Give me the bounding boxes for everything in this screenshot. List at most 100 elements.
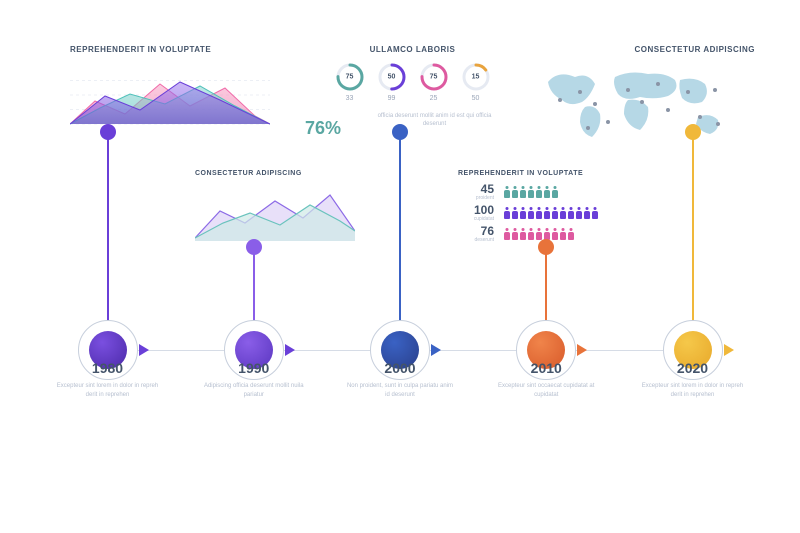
person-icon — [552, 228, 558, 240]
world-map — [540, 62, 730, 147]
person-icon — [512, 207, 518, 219]
people-stat-row: 45 proident — [458, 183, 658, 201]
donut-item: 75 25 — [419, 62, 449, 102]
donuts-block: ULLAMCO LABORIS 75 33 5 — [305, 45, 520, 147]
poly-chart — [195, 183, 355, 243]
person-icon — [584, 207, 590, 219]
timeline-stem — [545, 247, 547, 322]
person-icon — [568, 207, 574, 219]
timeline-year: 2000 — [384, 360, 415, 376]
timeline-stem — [253, 247, 255, 322]
donut-subvalue: 99 — [377, 95, 407, 102]
person-icon — [504, 207, 510, 219]
people-stat-value: 76 — [458, 225, 494, 237]
timeline-arrow-icon — [577, 344, 587, 356]
person-icon — [520, 228, 526, 240]
people-stats-title: REPREHENDERIT IN VOLUPTATE — [458, 170, 658, 177]
person-icon — [504, 186, 510, 198]
timeline-desc: Adipiscing officia deserunt mollit nuila… — [199, 382, 309, 400]
donut-icon: 50 — [377, 62, 407, 92]
person-icon — [528, 186, 534, 198]
person-icon — [536, 228, 542, 240]
person-icon — [536, 186, 542, 198]
people-icons — [504, 228, 574, 240]
timeline-stem — [399, 132, 401, 322]
person-icon — [520, 207, 526, 219]
donut-value: 50 — [388, 74, 396, 81]
timeline-arrow-icon — [431, 344, 441, 356]
big-percentage: 76% — [305, 118, 341, 139]
timeline-stem-dot-icon — [246, 239, 262, 255]
timeline-node-2000: 2000 Non proident, sunt in culpa pariatu… — [370, 320, 430, 380]
people-stat-row: 100 cupidatat — [458, 204, 658, 222]
people-stat-value: 45 — [458, 183, 494, 195]
header-row: REPREHENDERIT IN VOLUPTATE ULLAMCO LABOR… — [70, 45, 755, 147]
poly-chart-block: CONSECTETUR ADIPISCING — [195, 170, 365, 243]
donut-icon: 75 — [419, 62, 449, 92]
timeline-stem-dot-icon — [100, 124, 116, 140]
people-stat-label: proident — [458, 195, 494, 201]
timeline-year: 1980 — [92, 360, 123, 376]
person-icon — [552, 207, 558, 219]
donut-item: 15 50 — [461, 62, 491, 102]
people-icons — [504, 207, 598, 219]
timeline-node-2020: 2020 Excepteur sint lorem in dolor in re… — [663, 320, 723, 380]
donut-row: 75 33 50 99 — [305, 62, 520, 102]
person-icon — [528, 207, 534, 219]
area-chart — [70, 62, 270, 130]
people-stats-block: REPREHENDERIT IN VOLUPTATE 45 proident 1… — [458, 170, 658, 246]
timeline-stem — [107, 132, 109, 322]
people-icons — [504, 186, 558, 198]
people-stat-row: 76 deserunt — [458, 225, 658, 243]
person-icon — [552, 186, 558, 198]
timeline-year: 2010 — [531, 360, 562, 376]
person-icon — [528, 228, 534, 240]
timeline-node-1980: 1980 Excepteur sint lorem in dolor in re… — [78, 320, 138, 380]
timeline-desc: Non proident, sunt in culpa pariatu anim… — [345, 382, 455, 400]
donut-item: 75 33 — [335, 62, 365, 102]
timeline-arrow-icon — [139, 344, 149, 356]
map-block: CONSECTETUR ADIPISCING — [540, 45, 755, 147]
donut-value: 75 — [346, 74, 354, 81]
timeline-arrow-icon — [724, 344, 734, 356]
person-icon — [536, 207, 542, 219]
donut-subvalue: 33 — [335, 95, 365, 102]
person-icon — [512, 186, 518, 198]
people-stat-label: deserunt — [458, 237, 494, 243]
timeline-stem — [692, 132, 694, 322]
big-percentage-sub: officia deserunt mollit anim id est qui … — [375, 112, 495, 129]
donut-icon: 75 — [335, 62, 365, 92]
donuts-title: ULLAMCO LABORIS — [305, 45, 520, 54]
person-icon — [504, 228, 510, 240]
timeline: 1980 Excepteur sint lorem in dolor in re… — [75, 350, 725, 352]
timeline-node-2010: 2010 Excepteur sint occaecat cupidatat a… — [516, 320, 576, 380]
person-icon — [544, 186, 550, 198]
poly-chart-title: CONSECTETUR ADIPISCING — [195, 170, 365, 177]
person-icon — [512, 228, 518, 240]
timeline-year: 1990 — [238, 360, 269, 376]
donut-value: 15 — [472, 74, 480, 81]
timeline-stem-dot-icon — [685, 124, 701, 140]
person-icon — [544, 207, 550, 219]
donut-subvalue: 25 — [419, 95, 449, 102]
people-stat-label: cupidatat — [458, 216, 494, 222]
person-icon — [568, 228, 574, 240]
person-icon — [520, 186, 526, 198]
map-title: CONSECTETUR ADIPISCING — [540, 45, 755, 54]
donut-value: 75 — [430, 74, 438, 81]
timeline-stem-dot-icon — [392, 124, 408, 140]
timeline-node-1990: 1990 Adipiscing officia deserunt mollit … — [224, 320, 284, 380]
timeline-year: 2020 — [677, 360, 708, 376]
timeline-stem-dot-icon — [538, 239, 554, 255]
donut-icon: 15 — [461, 62, 491, 92]
person-icon — [560, 207, 566, 219]
donut-subvalue: 50 — [461, 95, 491, 102]
area-chart-title: REPREHENDERIT IN VOLUPTATE — [70, 45, 285, 54]
donut-item: 50 99 — [377, 62, 407, 102]
timeline-arrow-icon — [285, 344, 295, 356]
person-icon — [576, 207, 582, 219]
timeline-desc: Excepteur sint occaecat cupidatat at cup… — [491, 382, 601, 400]
person-icon — [592, 207, 598, 219]
people-stat-value: 100 — [458, 204, 494, 216]
timeline-desc: Excepteur sint lorem in dolor in repreh … — [638, 382, 748, 400]
